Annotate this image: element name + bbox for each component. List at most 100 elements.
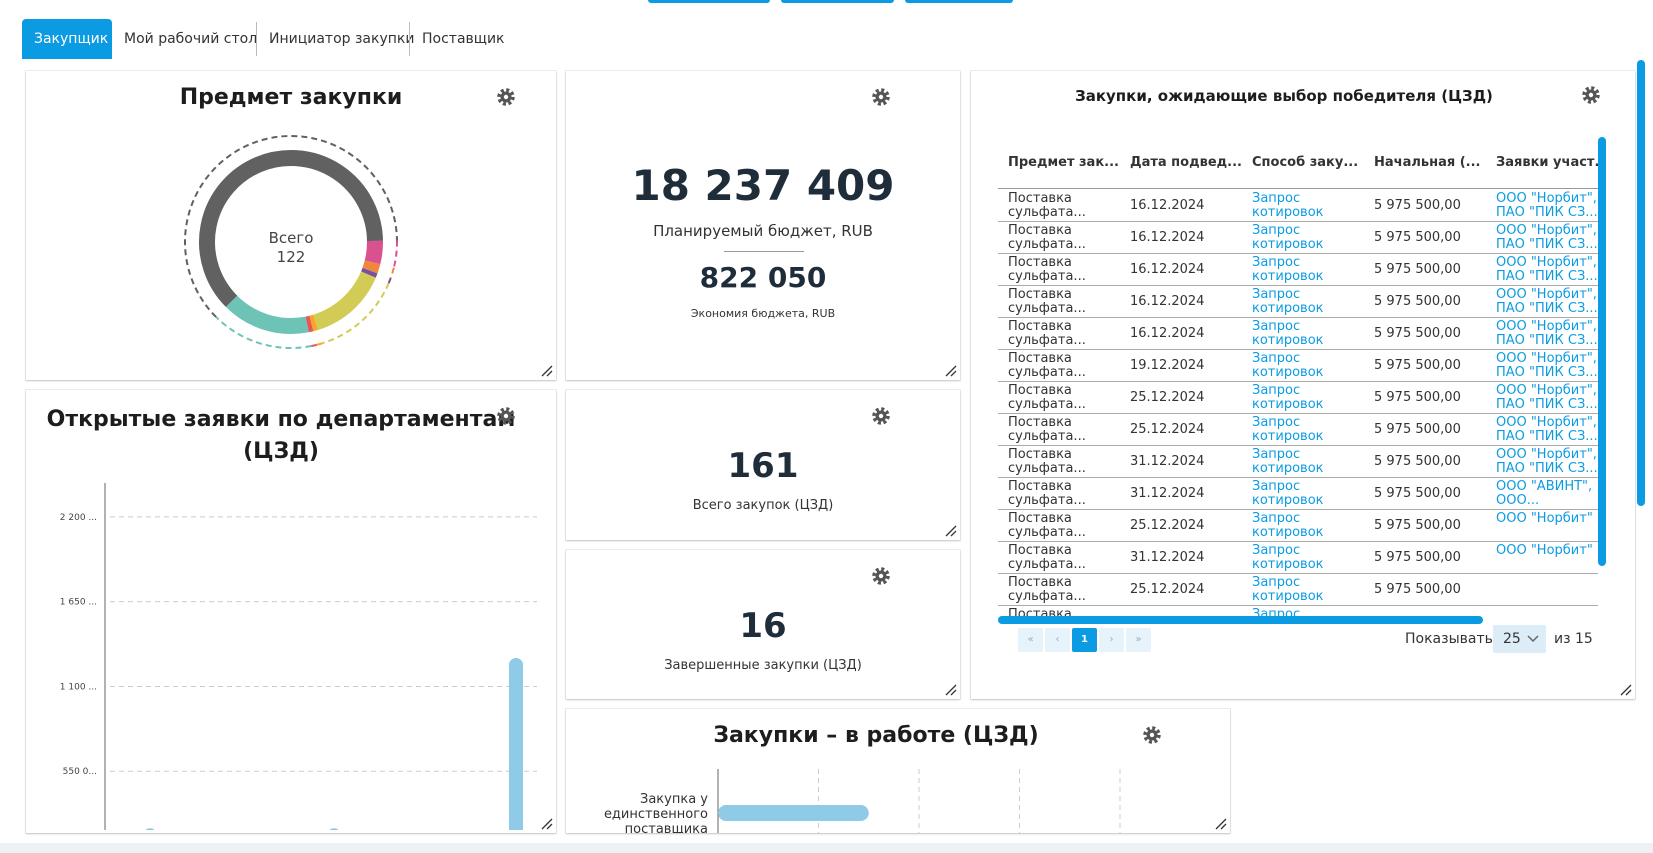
- h-scrollbar[interactable]: [998, 616, 1483, 624]
- table-cell: Поставка: [1008, 575, 1072, 590]
- table-cell: Запрос: [1252, 511, 1301, 526]
- gear-icon[interactable]: [872, 88, 890, 106]
- y-tick-label: единственного: [604, 807, 708, 822]
- y-tick-label: 1 100 ...: [60, 682, 97, 692]
- table-cell: 5 975 500,00: [1374, 262, 1461, 277]
- card-title: Открытые заявки по департаментам (ЦЗД): [46, 407, 516, 464]
- tab[interactable]: Закупщик: [22, 19, 112, 59]
- table-cell: Запрос: [1252, 415, 1301, 430]
- card-title: Закупки – в работе (ЦЗД): [713, 723, 1039, 748]
- donut-segment: [362, 260, 381, 274]
- donut-segment: [312, 271, 376, 330]
- table-cell: 16.12.2024: [1130, 230, 1205, 245]
- gear-icon[interactable]: [872, 567, 890, 585]
- table-cell: 5 975 500,00: [1374, 294, 1461, 309]
- row-border: [998, 317, 1598, 318]
- tab[interactable]: Мой рабочий стол: [124, 31, 258, 47]
- page-size-label: Показывать: [1405, 631, 1493, 647]
- table-cell: Запрос: [1252, 575, 1301, 590]
- donut-center-label: Всего: [269, 229, 314, 247]
- page-button[interactable]: ›: [1099, 628, 1124, 652]
- table-cell: 16.12.2024: [1130, 294, 1205, 309]
- column-header: Начальная (...: [1374, 155, 1481, 170]
- donut-segment: [305, 315, 314, 333]
- page-button[interactable]: »: [1126, 628, 1151, 652]
- v-scrollbar[interactable]: [1598, 137, 1606, 566]
- tab[interactable]: Поставщик: [409, 22, 517, 56]
- donut-segment: [309, 314, 318, 332]
- tab[interactable]: Инициатор закупки: [256, 22, 426, 56]
- table-cell: ПАО "ПИК СЗ...: [1496, 301, 1598, 316]
- table-cell: котировок: [1252, 365, 1324, 380]
- table-cell: ООО "Норбит": [1496, 511, 1593, 526]
- table-cell: сульфата...: [1008, 333, 1086, 348]
- bar: [509, 657, 523, 830]
- table-cell: ООО "Норбит",: [1496, 447, 1597, 462]
- card: Предмет закупки Всего 122: [26, 71, 556, 380]
- page-button[interactable]: ‹: [1045, 628, 1070, 652]
- donut-segment: [361, 267, 378, 278]
- table-cell: Поставка: [1008, 351, 1072, 366]
- table-cell: Поставка: [1008, 511, 1072, 526]
- table-cell: Поставка: [1008, 607, 1072, 617]
- table-cell: ПАО "ПИК СЗ...: [1496, 237, 1598, 252]
- table-cell: 5 975 500,00: [1374, 390, 1461, 405]
- donut-outline: [215, 316, 312, 349]
- table-cell: 16.12.2024: [1130, 262, 1205, 277]
- page-button[interactable]: 1: [1072, 628, 1097, 652]
- table-cell: ООО "Норбит",: [1496, 415, 1597, 430]
- top-button[interactable]: [905, 0, 1013, 3]
- table-cell: ООО "Норбит",: [1496, 383, 1597, 398]
- y-tick-label: поставщика: [625, 822, 708, 833]
- table-cell: Запрос: [1252, 351, 1301, 366]
- gear-icon[interactable]: [872, 407, 890, 425]
- table-cell: сульфата...: [1008, 525, 1086, 540]
- kpi-label: Всего закупок (ЦЗД): [692, 498, 834, 513]
- column-header: Предмет зак...: [1008, 155, 1119, 170]
- gear-body: [875, 410, 887, 422]
- table-cell: Поставка: [1008, 191, 1072, 206]
- table-cell: сульфата...: [1008, 429, 1086, 444]
- table-cell: Поставка: [1008, 319, 1072, 334]
- donut-outline: [387, 277, 392, 284]
- page-button[interactable]: «: [1018, 628, 1043, 652]
- top-button[interactable]: [781, 0, 894, 3]
- table-cell: 5 975 500,00: [1374, 486, 1461, 501]
- row-border: [998, 349, 1598, 350]
- top-button[interactable]: [648, 0, 770, 3]
- card: Закупки – в работе (ЦЗД) Закупка у единст…: [566, 709, 1230, 833]
- table-cell: ПАО "ПИК СЗ...: [1496, 333, 1598, 348]
- table-cell: ООО "Норбит",: [1496, 255, 1597, 270]
- table-cell: котировок: [1252, 429, 1324, 444]
- donut-outline: [389, 267, 395, 279]
- table-cell: сульфата...: [1008, 205, 1086, 220]
- table-cell: сульфата...: [1008, 493, 1086, 508]
- gear-teeth: [872, 407, 890, 425]
- table-cell: 5 975 500,00: [1374, 518, 1461, 533]
- page-size-select[interactable]: 25: [1493, 625, 1546, 653]
- gear-body: [875, 91, 887, 103]
- table-cell: Запрос: [1252, 543, 1301, 558]
- table-cell: сульфата...: [1008, 237, 1086, 252]
- table-cell: Запрос: [1252, 607, 1301, 617]
- footer-strip: [0, 843, 1653, 853]
- row-border: [998, 445, 1598, 446]
- page-scrollbar[interactable]: [1637, 60, 1645, 506]
- table-cell: 31.12.2024: [1130, 550, 1205, 565]
- table-cell: Запрос: [1252, 255, 1301, 270]
- table-cell: Поставка: [1008, 415, 1072, 430]
- table-cell: 5 975 500,00: [1374, 582, 1461, 597]
- table-cell: ПАО "ПИК СЗ...: [1496, 461, 1598, 476]
- row-border: [998, 541, 1598, 542]
- divider: [724, 251, 804, 252]
- table-cell: котировок: [1252, 237, 1324, 252]
- donut-chart: Всего 122: [184, 135, 398, 349]
- card-title: Закупки, ожидающие выбор победителя (ЦЗД…: [1075, 87, 1493, 105]
- table-cell: 25.12.2024: [1130, 518, 1205, 533]
- table-cell: котировок: [1252, 301, 1324, 316]
- card: Закупки, ожидающие выбор победителя (ЦЗД…: [971, 71, 1635, 699]
- column-header: Дата подвед...: [1130, 155, 1242, 170]
- table-cell: Запрос: [1252, 447, 1301, 462]
- table-cell: котировок: [1252, 205, 1324, 220]
- table-cell: 5 975 500,00: [1374, 230, 1461, 245]
